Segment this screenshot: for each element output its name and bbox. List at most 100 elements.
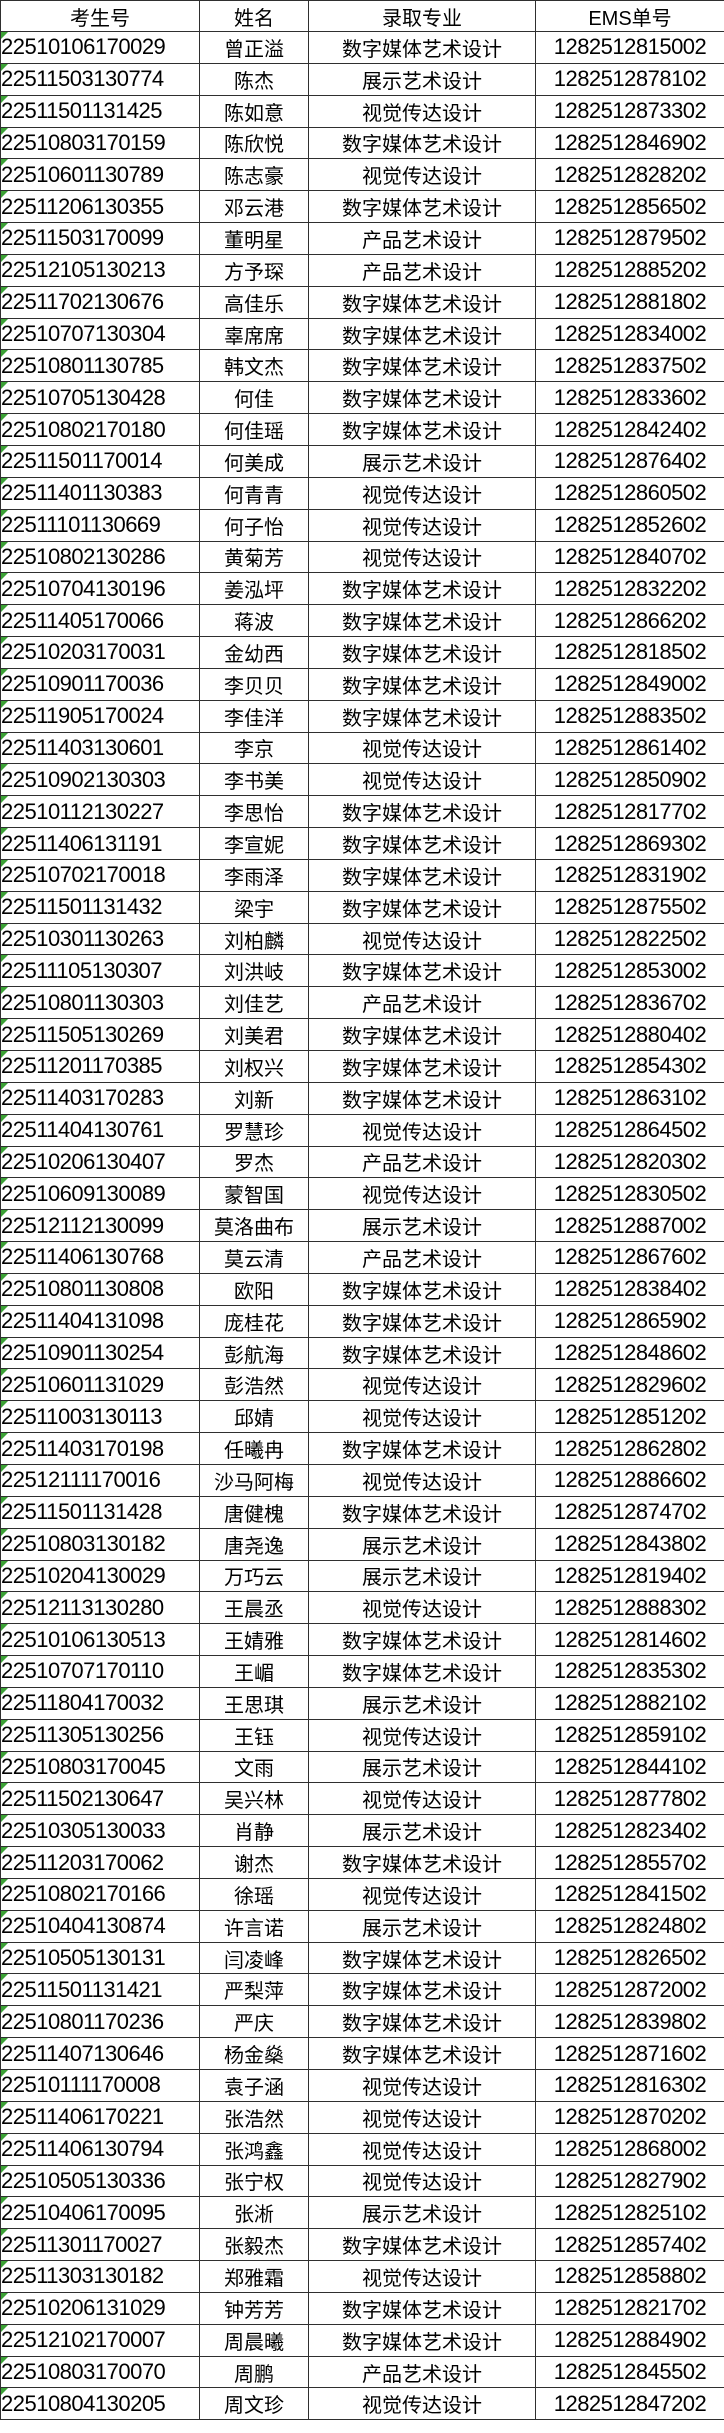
ems-number-cell: 1282512844102 (535, 1750, 724, 1784)
table-row: 22510801130808 欧阳 数字媒体艺术设计 1282512838402 (0, 1272, 724, 1306)
candidate-id-cell: 22510901170036 (0, 667, 200, 701)
name-cell: 周鹏 (199, 2355, 309, 2389)
major-cell: 视觉传达设计 (308, 1177, 536, 1211)
candidate-id-text: 22512102170007 (1, 2327, 166, 2353)
table-row: 22510803170045 文雨 展示艺术设计 1282512844102 (0, 1750, 724, 1784)
stored-as-text-indicator-icon (1, 223, 8, 231)
stored-as-text-indicator-icon (1, 2197, 8, 2205)
candidate-id-text: 22510206131029 (1, 2295, 166, 2321)
candidate-id-cell: 22510301130263 (0, 922, 200, 956)
candidate-id-text: 22511804170032 (1, 1690, 165, 1716)
header-name: 姓名 (199, 0, 309, 32)
candidate-id-text: 22511502130647 (1, 1785, 165, 1811)
candidate-id-cell: 22510204130029 (0, 1559, 200, 1593)
candidate-id-cell: 22510404130874 (0, 1909, 200, 1943)
name-cell: 刘权兴 (199, 1050, 309, 1083)
major-cell: 展示艺术设计 (308, 1750, 536, 1784)
ems-number-cell: 1282512884902 (535, 2323, 724, 2357)
candidate-id-text: 22511403170198 (1, 1435, 165, 1461)
stored-as-text-indicator-icon (1, 1911, 8, 1918)
name-cell: 韩文杰 (199, 349, 309, 383)
candidate-id-text: 22511405170066 (1, 607, 165, 633)
major-cell: 视觉传达设计 (308, 508, 536, 542)
candidate-id-text: 22512112130099 (1, 1212, 165, 1238)
major-cell: 视觉传达设计 (308, 1400, 536, 1434)
table-row: 22511203170062 谢杰 数字媒体艺术设计 1282512855702 (0, 1846, 724, 1879)
ems-number-cell: 1282512876402 (535, 444, 724, 478)
table-row: 22511101130669 何子怡 视觉传达设计 1282512852602 (0, 508, 724, 542)
candidate-id-cell: 22511702130676 (0, 285, 200, 319)
name-cell: 周晨曦 (199, 2323, 309, 2357)
name-cell: 钟芳芳 (199, 2291, 309, 2325)
stored-as-text-indicator-icon (1, 924, 8, 931)
ems-number-cell: 1282512849002 (535, 667, 724, 701)
candidate-id-cell: 22510505130336 (0, 2164, 200, 2198)
stored-as-text-indicator-icon (1, 2134, 8, 2141)
candidate-id-cell: 22511406130794 (0, 2132, 200, 2166)
ems-number-cell: 1282512845502 (535, 2355, 724, 2389)
candidate-id-cell: 22510801130303 (0, 986, 200, 1020)
major-cell: 数字媒体艺术设计 (308, 1081, 536, 1115)
ems-number-cell: 1282512865902 (535, 1304, 724, 1338)
candidate-id-cell: 22510106130513 (0, 1623, 200, 1657)
stored-as-text-indicator-icon (1, 1752, 8, 1759)
stored-as-text-indicator-icon (1, 1019, 8, 1027)
stored-as-text-indicator-icon (1, 1147, 8, 1154)
candidate-id-text: 22510901170036 (1, 671, 165, 697)
table-row: 22511503170099 董明星 产品艺术设计 1282512879502 (0, 222, 724, 255)
ems-number-cell: 1282512836702 (535, 986, 724, 1020)
ems-number-cell: 1282512842402 (535, 413, 724, 446)
stored-as-text-indicator-icon (1, 414, 8, 422)
ems-number-cell: 1282512825102 (535, 2196, 724, 2230)
table-row: 22511404130761 罗慧珍 视觉传达设计 1282512864502 (0, 1113, 724, 1147)
ems-number-cell: 1282512860502 (535, 476, 724, 510)
candidate-id-cell: 22511501131425 (0, 94, 200, 128)
major-cell: 数字媒体艺术设计 (308, 827, 536, 860)
header-ems-number: EMS单号 (535, 0, 724, 32)
name-cell: 邓云港 (199, 190, 309, 224)
stored-as-text-indicator-icon (1, 2325, 8, 2332)
ems-number-cell: 1282512866202 (535, 604, 724, 638)
stored-as-text-indicator-icon (1, 287, 8, 294)
table-row: 22510111170008 袁子涵 视觉传达设计 1282512816302 (0, 2069, 724, 2102)
stored-as-text-indicator-icon (1, 96, 8, 103)
candidate-id-cell: 22510702170018 (0, 858, 200, 892)
ems-number-cell: 1282512877802 (535, 1782, 724, 1816)
candidate-id-cell: 22510609130089 (0, 1177, 200, 1211)
name-cell: 沙马阿梅 (199, 1463, 309, 1497)
name-cell: 袁子涵 (199, 2069, 309, 2102)
candidate-id-cell: 22510801130785 (0, 349, 200, 383)
candidate-id-cell: 22511407130646 (0, 2037, 200, 2070)
candidate-id-cell: 22511201170385 (0, 1050, 200, 1083)
major-cell: 视觉传达设计 (308, 2260, 536, 2293)
table-row: 22511501131425 陈如意 视觉传达设计 1282512873302 (0, 94, 724, 128)
major-cell: 展示艺术设计 (308, 1559, 536, 1593)
name-cell: 王嵋 (199, 1655, 309, 1688)
table-row: 22510601131029 彭浩然 视觉传达设计 1282512829602 (0, 1368, 724, 1402)
major-cell: 数字媒体艺术设计 (308, 349, 536, 383)
stored-as-text-indicator-icon (1, 1210, 8, 1218)
major-cell: 数字媒体艺术设计 (308, 126, 536, 160)
table-row: 22511406131191 李宣妮 数字媒体艺术设计 128251286930… (0, 827, 724, 860)
candidate-id-text: 22511305130256 (1, 1722, 165, 1748)
major-cell: 数字媒体艺术设计 (308, 190, 536, 224)
stored-as-text-indicator-icon (1, 1401, 8, 1409)
ems-number-cell: 1282512871602 (535, 2037, 724, 2070)
table-row: 22510301130263 刘柏麟 视觉传达设计 1282512822502 (0, 922, 724, 956)
table-row: 22511305130256 王钰 视觉传达设计 1282512859102 (0, 1718, 724, 1752)
major-cell: 数字媒体艺术设计 (308, 2228, 536, 2262)
stored-as-text-indicator-icon (1, 1592, 8, 1600)
name-cell: 莫云清 (199, 1241, 309, 1274)
name-cell: 邱婧 (199, 1400, 309, 1434)
table-row: 22512111170016 沙马阿梅 视觉传达设计 1282512886602 (0, 1463, 724, 1497)
candidate-id-cell: 22510803130182 (0, 1527, 200, 1561)
name-cell: 刘佳艺 (199, 986, 309, 1020)
stored-as-text-indicator-icon (1, 955, 8, 963)
major-cell: 数字媒体艺术设计 (308, 667, 536, 701)
candidate-id-text: 22511406131191 (1, 830, 163, 856)
candidate-id-cell: 22511301170027 (0, 2228, 200, 2262)
candidate-id-text: 22510801170236 (1, 2008, 165, 2034)
major-cell: 视觉传达设计 (308, 158, 536, 192)
table-row: 22510206131029 钟芳芳 数字媒体艺术设计 128251282170… (0, 2291, 724, 2325)
ems-number-cell: 1282512872002 (535, 1973, 724, 2007)
